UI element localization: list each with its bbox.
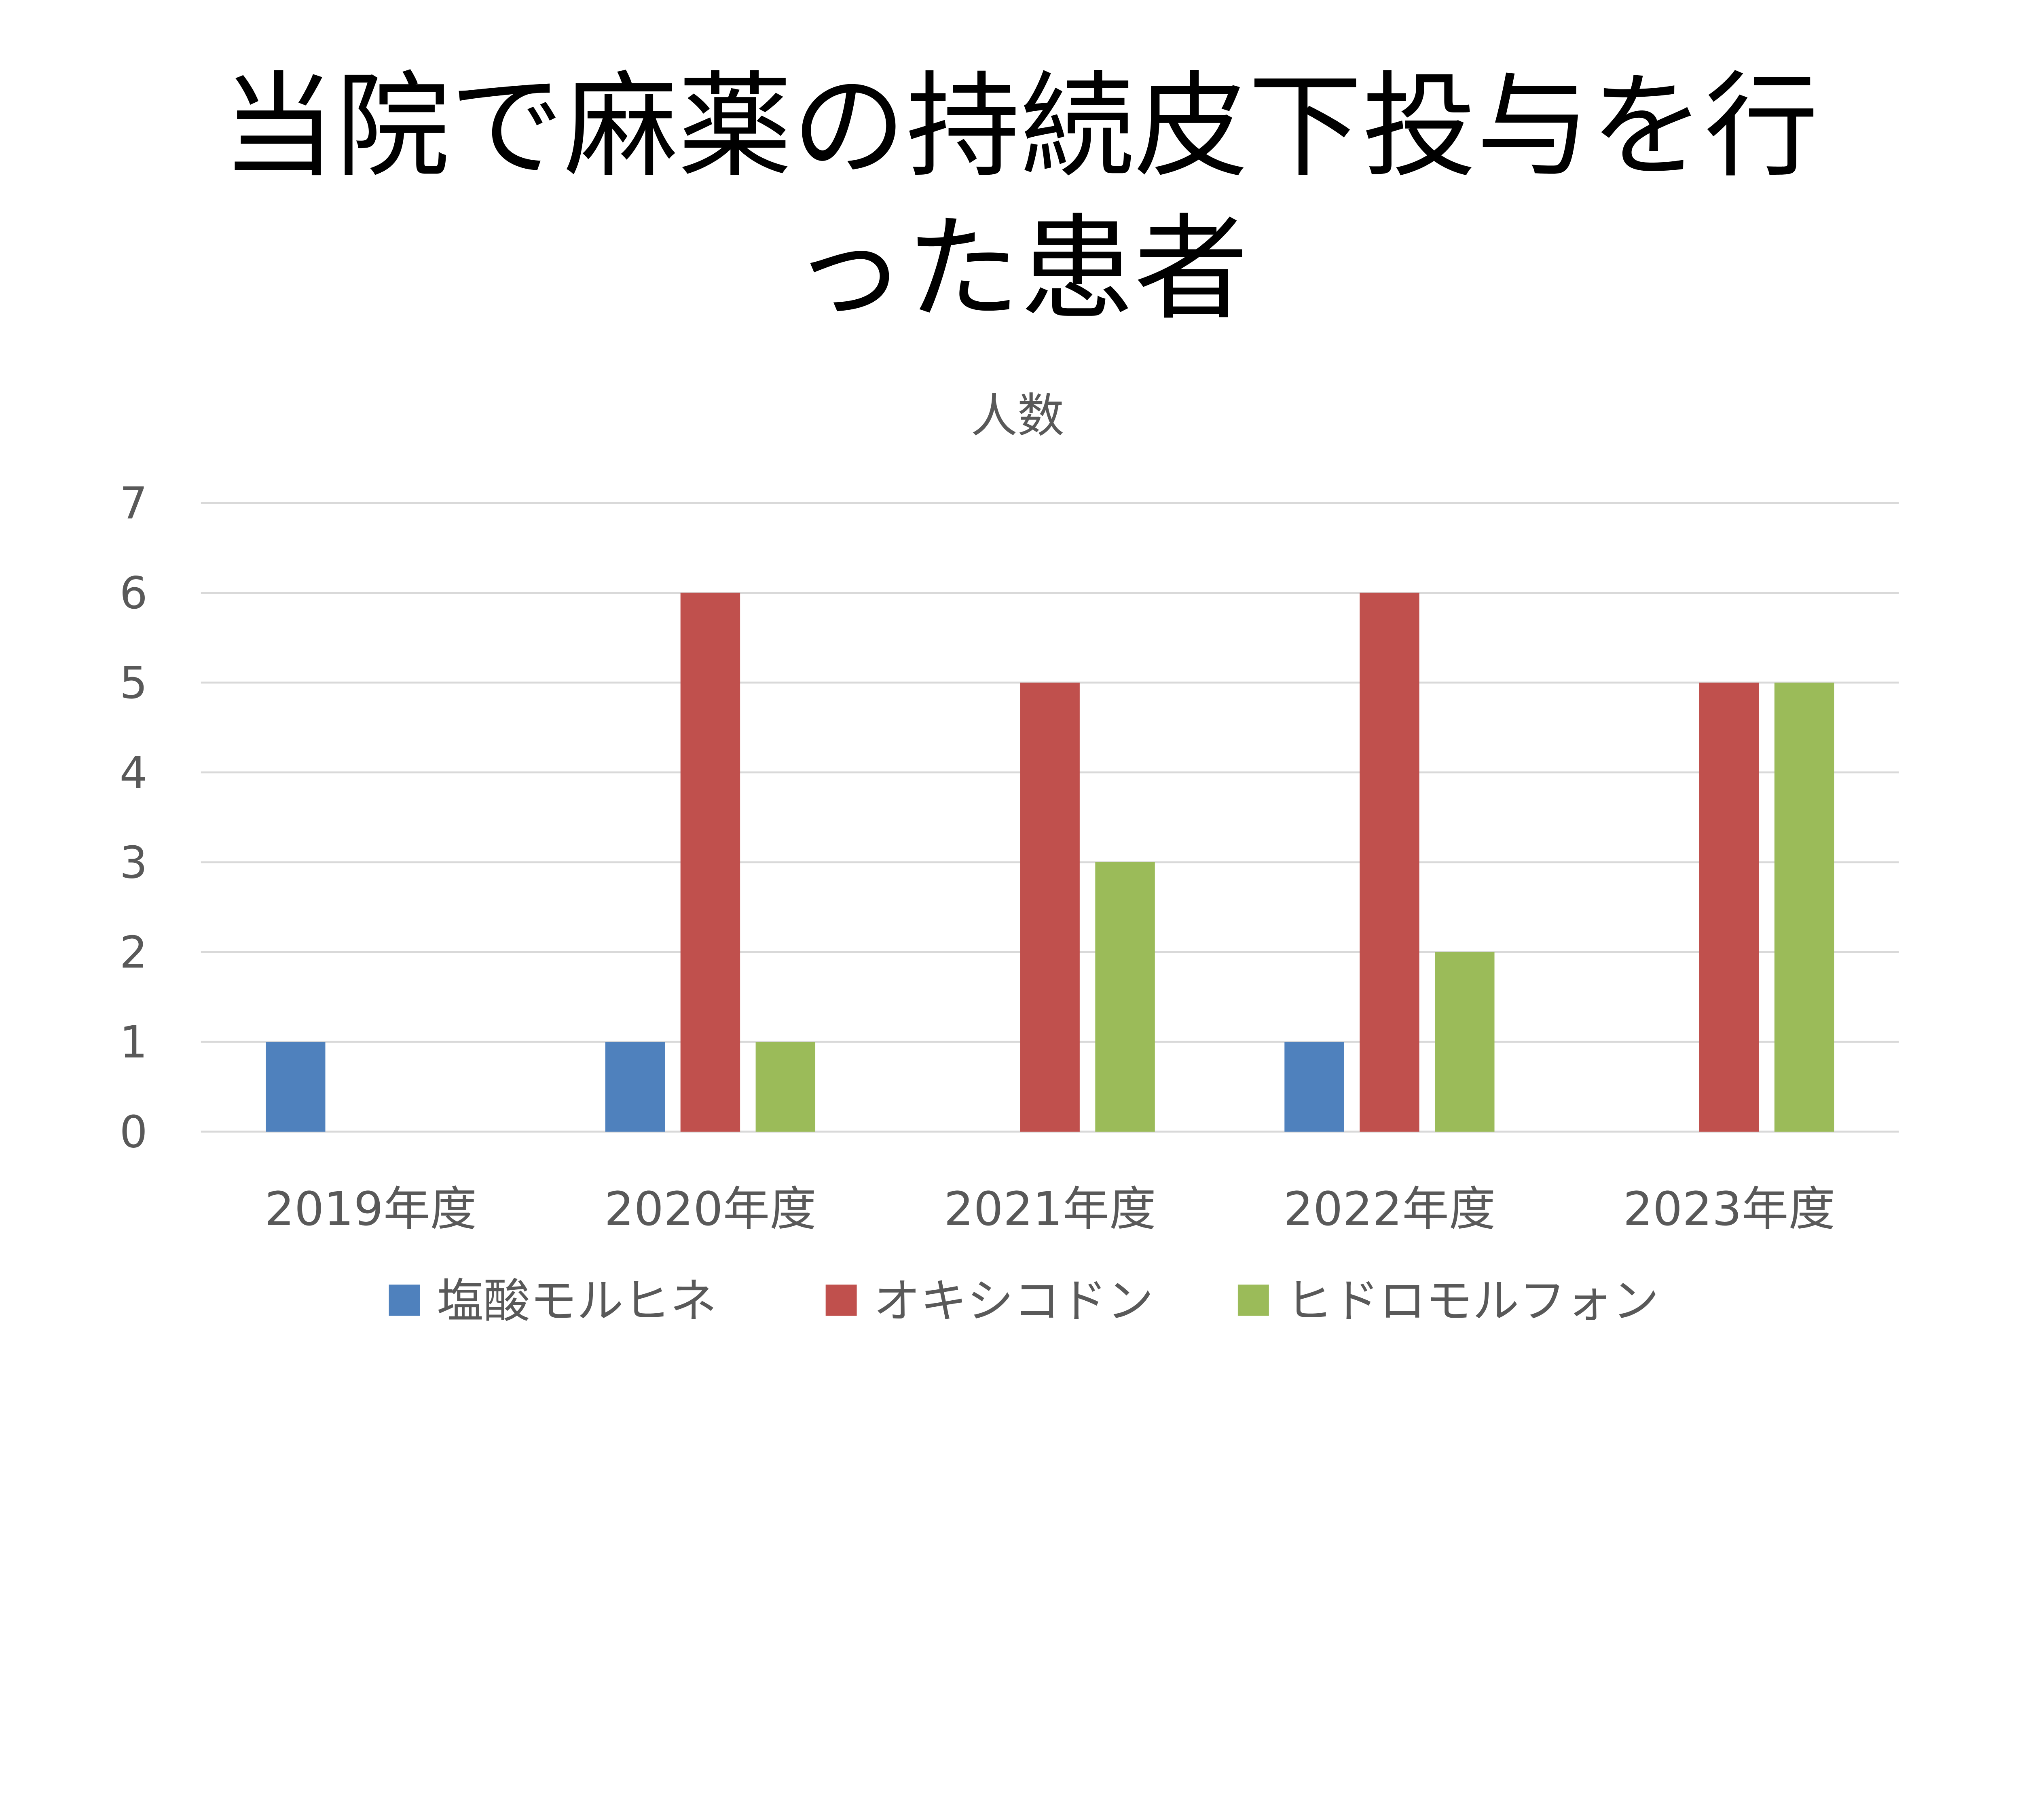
bar-2-4 — [1774, 682, 1834, 1132]
legend-swatch — [1237, 1285, 1269, 1316]
legend-label: ヒドロモルフォン — [1286, 1274, 1659, 1328]
bar-1-3 — [1360, 593, 1419, 1132]
bar-0-1 — [605, 1042, 665, 1132]
legend-swatch — [389, 1285, 420, 1316]
legend: 塩酸モルヒネ オキシコドン ヒドロモルフォン — [389, 1274, 1659, 1328]
chart-subtitle: 人数 — [971, 389, 1064, 443]
x-tick-label: 2020年度 — [604, 1182, 816, 1236]
bar-1-2 — [1020, 682, 1080, 1132]
legend-label: オキシコドン — [874, 1274, 1153, 1328]
bar-2-3 — [1435, 952, 1495, 1132]
bar-1-1 — [680, 593, 740, 1132]
bar-0-3 — [1284, 1042, 1344, 1132]
y-tick-label: 4 — [119, 747, 147, 798]
x-tick-label: 2023年度 — [1623, 1182, 1835, 1236]
chart-title-line-1: 当院で麻薬の持続皮下投与を行 — [222, 60, 1819, 193]
y-tick-label: 0 — [119, 1107, 147, 1158]
x-axis-ticks: 2019年度 2020年度 2021年度 2022年度 2023年度 — [264, 1182, 1835, 1236]
bar-0-0 — [266, 1042, 326, 1132]
x-tick-label: 2021年度 — [944, 1182, 1156, 1236]
bar-1-4 — [1699, 682, 1759, 1132]
chart-title-line-2: った患者 — [792, 203, 1248, 336]
y-axis-ticks: 0 1 2 3 4 5 6 7 — [119, 478, 147, 1158]
bars — [266, 593, 1834, 1132]
x-tick-label: 2022年度 — [1284, 1182, 1495, 1236]
y-tick-label: 1 — [119, 1016, 147, 1068]
legend-swatch — [825, 1285, 857, 1316]
bar-2-2 — [1095, 862, 1155, 1132]
y-tick-label: 5 — [119, 657, 147, 709]
y-tick-label: 6 — [119, 567, 147, 619]
y-tick-label: 7 — [119, 478, 147, 529]
y-tick-label: 3 — [119, 837, 147, 888]
bar-2-1 — [755, 1042, 816, 1132]
x-tick-label: 2019年度 — [264, 1182, 476, 1236]
y-tick-label: 2 — [119, 927, 147, 978]
legend-label: 塩酸モルヒネ — [437, 1274, 717, 1328]
